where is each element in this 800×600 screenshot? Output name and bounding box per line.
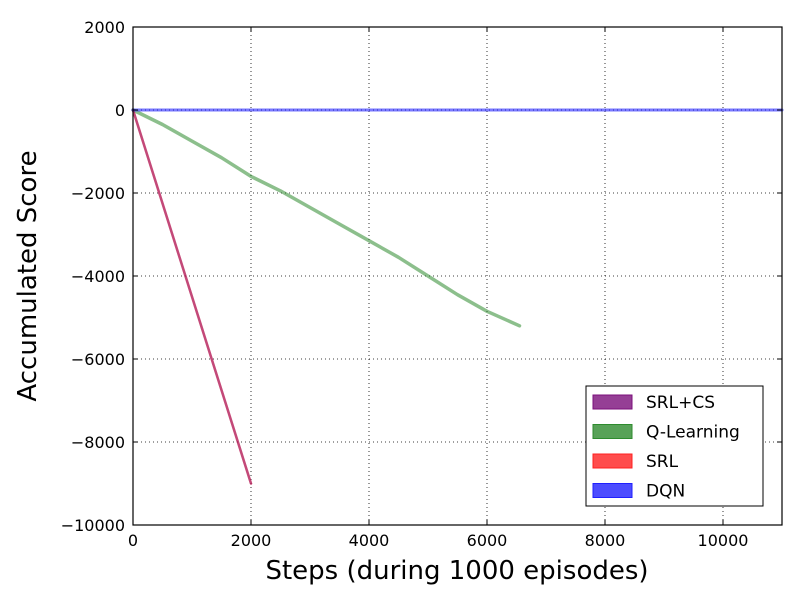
x-tick-label: 4000: [349, 531, 390, 550]
legend-label: Q-Learning: [646, 423, 740, 443]
y-tick-labels: 2000 0 −2000 −4000 −6000 −8000 −10000: [61, 18, 125, 535]
x-tick-label: 8000: [585, 531, 626, 550]
x-axis-title: Steps (during 1000 episodes): [265, 556, 648, 586]
y-tick-label: 0: [115, 101, 125, 120]
series-line-srl-cs: [131, 108, 253, 485]
legend-label: SRL+CS: [646, 393, 715, 413]
y-axis-title: Accumulated Score: [13, 150, 43, 401]
legend-label: SRL: [646, 452, 679, 472]
legend-swatch: [592, 453, 633, 469]
axis-ticks: [132, 26, 782, 526]
y-tick-label: −8000: [71, 433, 125, 452]
y-tick-label: −2000: [71, 184, 125, 203]
legend: SRL+CS Q-Learning SRL DQN: [585, 385, 764, 507]
legend-label: DQN: [646, 482, 685, 502]
y-tick-label: 2000: [84, 18, 125, 37]
y-tick-label: −6000: [71, 350, 125, 369]
y-tick-label: −10000: [61, 516, 125, 535]
series-lines: [131, 108, 784, 485]
x-tick-labels: 0 2000 4000 6000 8000 10000: [128, 531, 749, 550]
series-line-srl: [131, 108, 253, 485]
x-tick-label: 10000: [698, 531, 749, 550]
x-tick-label: 6000: [467, 531, 508, 550]
series-line-q-learning: [131, 108, 522, 328]
y-tick-label: −4000: [71, 267, 125, 286]
legend-swatch: [592, 394, 633, 410]
legend-swatch: [592, 483, 633, 498]
x-tick-label: 2000: [231, 531, 272, 550]
legend-swatch: [592, 424, 633, 439]
x-tick-label: 0: [128, 531, 138, 550]
